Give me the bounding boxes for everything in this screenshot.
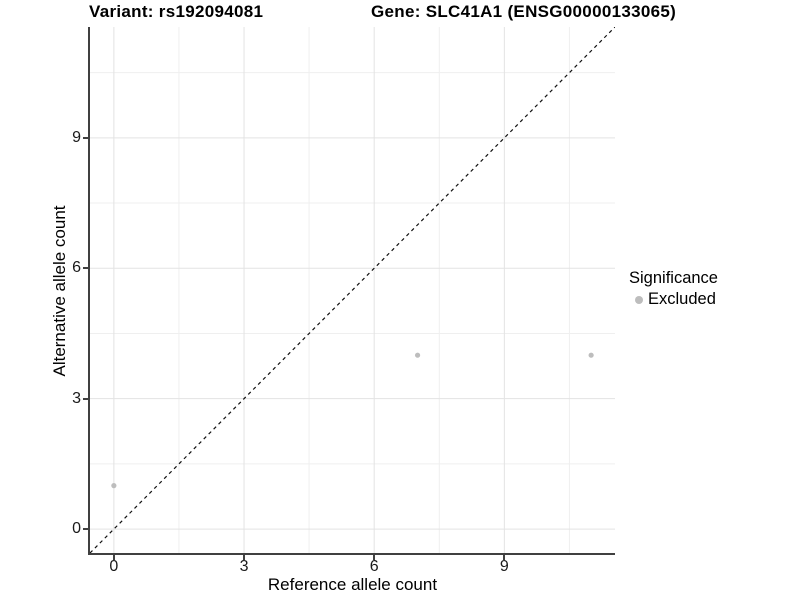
x-tick-label: 0 xyxy=(109,558,119,575)
y-tick-label: 6 xyxy=(72,259,81,277)
plot-panel xyxy=(88,27,615,555)
y-axis-title: Alternative allele count xyxy=(50,205,69,377)
x-tick-mark xyxy=(503,555,506,560)
x-tick-mark xyxy=(112,555,115,560)
data-point xyxy=(414,352,421,358)
legend-items: Excluded xyxy=(629,290,718,309)
x-tick-label: 9 xyxy=(499,558,509,575)
plot-title-gene: Gene: SLC41A1 (ENSG00000133065) xyxy=(371,2,677,21)
x-tick-label: 3 xyxy=(239,558,249,575)
data-point xyxy=(588,352,594,358)
legend: Significance Excluded xyxy=(629,269,718,309)
x-tick-label: 6 xyxy=(369,558,379,575)
identity-line xyxy=(90,27,615,553)
y-tick-mark xyxy=(83,136,88,139)
plot-title-variant: Variant: rs192094081 xyxy=(89,2,264,21)
x-tick-mark xyxy=(243,555,246,560)
y-tick-label: 9 xyxy=(72,128,81,146)
legend-title: Significance xyxy=(629,269,718,287)
legend-item: Excluded xyxy=(629,290,718,309)
y-tick-mark xyxy=(83,397,88,400)
legend-key-dot-icon xyxy=(635,295,643,304)
y-tick-label: 0 xyxy=(72,520,81,538)
y-tick-label: 3 xyxy=(72,389,81,407)
scatter-plot-canvas xyxy=(90,27,615,553)
legend-item-label: Excluded xyxy=(648,290,716,308)
x-tick-mark xyxy=(373,555,376,560)
x-axis-title: Reference allele count xyxy=(267,575,438,594)
y-tick-mark xyxy=(83,528,88,531)
data-point xyxy=(111,483,117,489)
y-tick-mark xyxy=(83,267,88,270)
